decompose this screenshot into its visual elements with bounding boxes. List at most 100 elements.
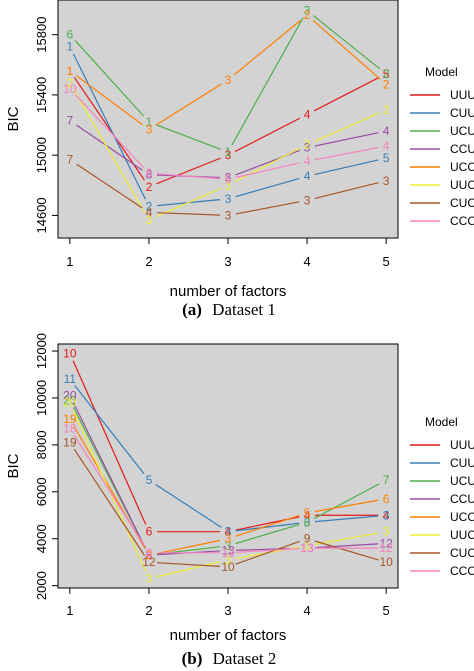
point-label-ccc: 12 bbox=[379, 541, 393, 555]
series-line-uuc bbox=[314, 112, 380, 142]
plot-area bbox=[57, 0, 399, 239]
series-line-uuc bbox=[314, 532, 379, 545]
point-label-ucu: 6 bbox=[67, 28, 74, 42]
point-label-uuc: 3 bbox=[225, 178, 232, 192]
point-label-ccu: 4 bbox=[383, 124, 390, 138]
point-label-ccc: 4 bbox=[304, 154, 311, 168]
legend-entry: CUC bbox=[450, 546, 474, 560]
y-tick-label: 6000 bbox=[34, 477, 49, 506]
series-line-cuc bbox=[76, 163, 143, 209]
legend-entry: UUC bbox=[450, 528, 474, 542]
series-line-ccu bbox=[315, 543, 379, 549]
legend-entry: UCC bbox=[450, 160, 474, 174]
point-label-uuu: 3 bbox=[225, 148, 232, 162]
point-label-ucc: 2 bbox=[383, 77, 390, 91]
series-line-ucu bbox=[74, 40, 145, 117]
caption-tag: (b) bbox=[182, 649, 203, 668]
point-label-uuc: 3 bbox=[225, 553, 232, 567]
point-label-ucu: 3 bbox=[304, 4, 311, 18]
point-label-ucc: 3 bbox=[225, 73, 232, 87]
series-line-uuc bbox=[156, 561, 221, 578]
point-label-ucc: 2 bbox=[146, 548, 153, 562]
point-label-ccu: 13 bbox=[300, 541, 314, 555]
series-line-ccc bbox=[156, 173, 221, 180]
point-label-ccu: 3 bbox=[225, 171, 232, 185]
series-line-ccu bbox=[314, 132, 379, 147]
point-label-uuc: 3 bbox=[146, 572, 153, 586]
series-line-cuu bbox=[74, 385, 145, 475]
point-label-uuu: 4 bbox=[383, 508, 390, 522]
point-label-ccu: 8 bbox=[146, 168, 153, 182]
point-label-cuc: 10 bbox=[221, 560, 235, 574]
x-tick-label: 2 bbox=[145, 603, 152, 618]
point-label-ccu: 13 bbox=[221, 543, 235, 557]
series-line-uuc bbox=[156, 187, 221, 218]
series-line-cuu bbox=[314, 515, 379, 523]
point-label-uuc: 20 bbox=[63, 396, 77, 410]
legend-entry: CUC bbox=[450, 196, 474, 210]
point-label-cuc: 3 bbox=[304, 193, 311, 207]
point-label-ccu: 3 bbox=[304, 141, 311, 155]
y-tick-label: 15000 bbox=[34, 137, 49, 173]
series-line-cuc bbox=[156, 562, 221, 568]
y-axis-label: BIC bbox=[5, 453, 22, 478]
point-label-ccu: 12 bbox=[379, 536, 393, 550]
series-line-ccc bbox=[235, 162, 300, 179]
caption-text: Dataset 1 bbox=[212, 300, 276, 319]
point-label-cuc: 4 bbox=[146, 205, 153, 219]
point-label-cuc: 9 bbox=[304, 532, 311, 546]
legend-entry: UCU bbox=[450, 124, 474, 138]
y-axis-label: BIC bbox=[5, 106, 22, 131]
point-label-cuc: 3 bbox=[225, 208, 232, 222]
series-line-ucu bbox=[312, 15, 381, 70]
x-tick-label: 3 bbox=[224, 254, 231, 269]
series-line-cuc bbox=[156, 212, 221, 216]
point-label-ucu: 2 bbox=[146, 548, 153, 562]
series-line-ucc bbox=[155, 83, 222, 126]
series-line-uuc bbox=[73, 89, 146, 214]
point-label-uuu: 1 bbox=[67, 64, 74, 78]
point-label-cuu: 3 bbox=[383, 508, 390, 522]
plot-area bbox=[57, 343, 399, 589]
point-label-ucc: 19 bbox=[63, 412, 77, 426]
point-label-uuu: 4 bbox=[304, 107, 311, 121]
series-line-ucu bbox=[313, 483, 380, 520]
caption-dataset-1: (a) Dataset 1 bbox=[182, 300, 276, 319]
point-label-ccc: 5 bbox=[225, 172, 232, 186]
y-tick-label: 4000 bbox=[34, 524, 49, 553]
y-tick-label: 14600 bbox=[34, 197, 49, 233]
point-label-ucc: 5 bbox=[304, 506, 311, 520]
point-label-ccc: 10 bbox=[63, 82, 77, 96]
point-label-ccc: 8 bbox=[146, 546, 153, 560]
point-label-cuu: 5 bbox=[146, 473, 153, 487]
point-label-ucu: 1 bbox=[225, 145, 232, 159]
series-line-cuc bbox=[314, 182, 379, 200]
series-line-ucc bbox=[312, 19, 381, 80]
x-tick-label: 4 bbox=[303, 603, 310, 618]
point-label-ccc: 4 bbox=[383, 139, 390, 153]
series-line-cuc bbox=[235, 201, 300, 215]
legend: Model UUU CUU UCU CCU UCC UUC CUC CCC bbox=[410, 415, 474, 578]
legend-entry: CCC bbox=[450, 214, 474, 228]
series-line-ccc bbox=[235, 547, 300, 553]
series-line-ucu bbox=[235, 524, 300, 545]
point-label-uuu: 10 bbox=[63, 346, 77, 360]
series-line-uuu bbox=[72, 360, 147, 525]
point-label-ucu: 2 bbox=[383, 67, 390, 81]
y-tick-label: 15800 bbox=[34, 17, 49, 53]
point-label-ucc: 3 bbox=[146, 123, 153, 137]
series-line-ccc bbox=[314, 147, 379, 161]
point-label-ucu: 7 bbox=[383, 473, 390, 487]
point-label-cuu: 4 bbox=[304, 169, 311, 183]
point-label-ccu: 8 bbox=[146, 548, 153, 562]
point-label-ccc: 13 bbox=[300, 541, 314, 555]
legend: Model UUU CUU UCU CCU UCC UUC CUC CCC bbox=[410, 65, 474, 228]
x-axis-label: number of factors bbox=[170, 627, 287, 644]
caption-tag: (a) bbox=[182, 300, 202, 319]
legend-title: Model bbox=[425, 65, 458, 79]
x-tick-label: 1 bbox=[66, 603, 73, 618]
point-label-cuc: 3 bbox=[383, 174, 390, 188]
point-label-ucc: 3 bbox=[225, 532, 232, 546]
point-label-ccc: 18 bbox=[63, 421, 77, 435]
